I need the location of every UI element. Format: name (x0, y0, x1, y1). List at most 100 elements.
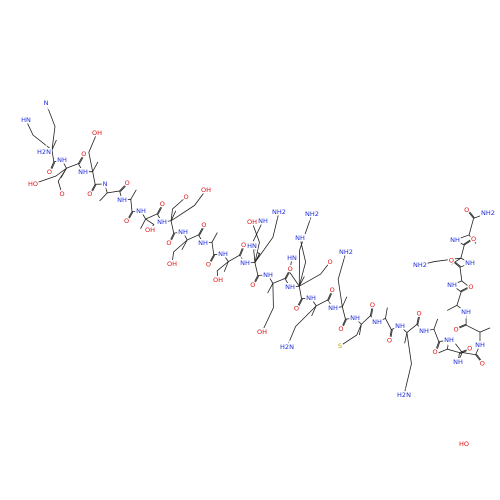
carbonyl-bond (340, 318, 346, 330)
backbone-bond (399, 323, 425, 334)
side-chain-bond (455, 343, 463, 353)
carbonyl-bond (209, 254, 216, 265)
carbonyl-oxygen-label: O (330, 286, 335, 294)
carbonyl-oxygen-label: O (288, 265, 293, 273)
side-chain-bond (251, 221, 260, 263)
carbonyl-bond (327, 289, 333, 301)
backbone-bond (465, 311, 481, 346)
backbone-bond (121, 198, 142, 213)
amine-label: NH (372, 318, 382, 326)
carbonyl-bond (466, 209, 474, 219)
carbonyl-oxygen-label: O (471, 235, 476, 243)
carbonyl-oxygen-label: O (206, 260, 211, 268)
side-chain-label: HN (21, 116, 31, 124)
side-chain-bond (404, 332, 408, 344)
side-chain-label: OH (213, 276, 223, 284)
side-chain-bond (211, 232, 218, 243)
side-chain-bond (88, 132, 98, 172)
backbone-bond (332, 306, 356, 320)
side-chain-bond (99, 192, 108, 202)
carbonyl-bond (463, 237, 474, 245)
side-chain-label: N (44, 99, 49, 107)
carbonyl-bond (208, 254, 215, 265)
carbonyl-bond (120, 183, 129, 192)
amine-label: NH (395, 322, 405, 330)
side-chain-bond (359, 324, 362, 336)
amine-label: NH (350, 314, 360, 322)
carbonyl-oxygen-label: O (81, 150, 86, 158)
side-chain-bond (51, 139, 57, 151)
side-chain-bond (57, 168, 67, 195)
side-chain-bond (298, 237, 307, 287)
carbonyl-oxygen-label: O (124, 217, 129, 225)
backbone-bond (182, 231, 204, 244)
backbone-bond (289, 285, 312, 300)
carbonyl-oxygen-label: O (433, 348, 438, 356)
side-chain-bond (181, 239, 188, 250)
side-chain-bond (451, 257, 462, 265)
amine-label: NH (450, 236, 460, 244)
side-chain-bond (311, 305, 317, 317)
amine-label: NH (306, 294, 316, 302)
carbonyl-oxygen-label: O (387, 336, 392, 344)
carbonyl-oxygen-label: O (166, 239, 171, 247)
backbone-bond (457, 344, 481, 363)
c-terminus-label: NH2 (481, 209, 495, 217)
side-chain-bond (341, 296, 348, 307)
carbonyl-oxygen-label: O (468, 283, 473, 291)
amine-label: NH (465, 259, 475, 267)
carbonyl-bond (451, 259, 461, 267)
carbonyl-bond (296, 298, 302, 309)
carbonyl-oxygen-label: O (417, 310, 422, 318)
backbone-bond (82, 171, 106, 185)
carbonyl-bond (284, 268, 291, 279)
side-chain-bond (339, 324, 362, 347)
carbonyl-bond (475, 354, 483, 364)
side-chain-bond (92, 161, 99, 172)
carbonyl-bond (435, 341, 441, 353)
side-chain-bond (261, 283, 274, 333)
backbone-bond (454, 212, 489, 241)
side-chain-label: HN (247, 242, 257, 250)
side-chain-label: H2N (280, 343, 294, 351)
backbone-bond (104, 183, 123, 201)
side-chain-bond (433, 318, 439, 330)
carbonyl-bond (157, 204, 164, 215)
carbonyl-bond (328, 290, 334, 301)
side-chain-label: OH (247, 218, 257, 226)
carbonyl-oxygen-label: O (370, 301, 375, 309)
side-chain-bond (437, 348, 448, 354)
side-chain-bond (289, 257, 300, 287)
side-chain-bond (267, 283, 274, 294)
carbonyl-bond (461, 286, 472, 293)
side-chain-bond (385, 307, 388, 319)
side-chain-label: OH (167, 260, 177, 268)
backbone-bond (244, 262, 269, 276)
carbonyl-bond (476, 353, 484, 364)
side-chain-label: NH (295, 234, 305, 242)
side-chain-bond (298, 213, 313, 287)
side-chain-label: NH2 (339, 248, 353, 256)
side-chain-label: HO (459, 440, 469, 448)
carbonyl-oxygen-label: O (464, 206, 469, 214)
side-chain-bond (286, 305, 317, 348)
side-chain-bond (170, 196, 187, 221)
carbonyl-bond (78, 154, 86, 165)
amine-label: NH (263, 271, 273, 279)
amine-label: N (103, 180, 108, 188)
carbonyl-oxygen-label: O (250, 281, 255, 289)
side-chain-bond (32, 167, 67, 185)
carbonyl-bond (459, 348, 470, 353)
side-chain-label: OH (257, 328, 267, 336)
side-chain-label: OH (92, 129, 102, 137)
backbone-bond (61, 159, 84, 173)
backbone-bond (161, 220, 184, 234)
side-chain-bond (130, 189, 137, 200)
carbonyl-bond (464, 238, 474, 246)
carbonyl-bond (434, 341, 440, 353)
amine-label: NH (475, 341, 485, 349)
side-chain-bond (170, 210, 177, 221)
amine-label: NH (198, 239, 208, 247)
